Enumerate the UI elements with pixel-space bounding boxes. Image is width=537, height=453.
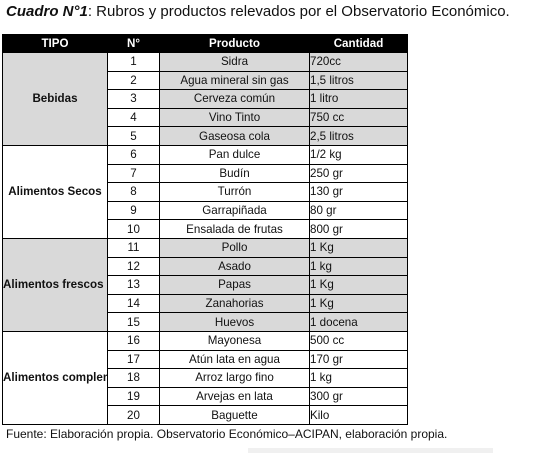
product-quantity: 1 Kg [309,237,408,258]
row-number: 3 [107,89,160,109]
row-number: 11 [107,237,160,258]
group-label: Alimentos frescos para la cena [2,237,108,332]
product-quantity: 130 gr [309,182,408,202]
product-name: Gaseosa cola [159,126,310,146]
product-name: Turrón [159,182,310,202]
row-number: 14 [107,293,160,314]
caption-text: : Rubros y productos relevados por el Ob… [87,3,510,20]
table-row: 7 Budín 250 gr [3,163,408,184]
product-name: Arvejas en lata [159,386,310,407]
product-quantity: 800 gr [309,219,408,239]
product-name: Garrapiñada [159,200,310,221]
row-number: 8 [107,182,160,202]
table-row: 12 Asado 1 kg [3,256,408,277]
table-row: Alimentos complementarios de la cena16Ma… [2,330,408,425]
table-row: 17 Atún lata en agua 170 gr [3,349,408,370]
product-quantity: 750 cc [309,107,408,128]
table-row: 15 Huevos 1 docena [3,312,408,332]
row-number: 4 [107,107,160,128]
group-label: Alimentos Secos [2,144,108,239]
table-row: Bebidas 1 Sidra 720cc [2,52,408,146]
product-quantity: 720cc [309,52,408,72]
row-number: 5 [107,126,160,146]
header-cantidad: Cantidad [309,34,408,53]
product-quantity: 1 litro [309,89,408,109]
product-quantity: 1/2 kg [309,144,408,165]
product-quantity: 1 Kg [309,293,408,314]
product-name: Ensalada de frutas [159,219,310,239]
product-quantity: 170 gr [309,349,408,370]
product-quantity: 1 docena [309,312,408,332]
row-number: 6 [107,144,160,165]
product-quantity: 1 Kg [309,275,408,295]
product-quantity: 250 gr [309,163,408,184]
product-name: Budín [159,163,310,184]
product-name: Arroz largo fino [159,368,310,388]
table-row: 20 Baguette Kilo [3,405,408,425]
table-header-row: TIPO N° Producto Cantidad [2,34,408,53]
table-row: 3 Cerveza común 1 litro [3,89,408,109]
caption-lead: Cuadro N°1 [6,3,88,20]
footer-strip [248,448,493,453]
source-footnote: Fuente: Elaboración propia. Observatorio… [6,427,448,441]
row-number: 1 [107,52,160,72]
table-body: Bebidas 1 Sidra 720cc 2 Agua mineral sin gas 1… [2,52,408,425]
table-row: Alimentos Secos 6 Pan dulce 1/2 kg [2,144,408,239]
row-number: 7 [107,163,160,184]
table-row: 19 Arvejas en lata 300 gr [3,386,408,407]
product-name: Baguette [159,405,310,425]
group-label: Alimentos complementarios de la cena [2,330,108,425]
product-quantity: 80 gr [309,200,408,221]
product-quantity: 2,5 litros [309,126,408,146]
product-name: Huevos [159,312,310,332]
product-name: Mayonesa [159,330,310,351]
row-number: 18 [107,368,160,388]
table-row: 10 Ensalada de frutas 800 gr [3,219,408,239]
products-table: TIPO N° Producto Cantidad Bebidas 1 Sidra 7… [2,34,408,425]
table-row: 5 Gaseosa cola 2,5 litros [3,126,408,146]
product-name: Agua mineral sin gas [159,70,310,91]
header-producto: Producto [159,34,310,53]
row-number: 2 [107,70,160,91]
row-number: 9 [107,200,160,221]
product-name: Zanahorias [159,293,310,314]
product-quantity: 500 cc [309,330,408,351]
product-name: Atún lata en agua [159,349,310,370]
table-row: Alimentos frescos para la cena11Pollo1 K… [2,237,408,332]
product-quantity: 1 kg [309,256,408,277]
header-number: N° [107,34,160,53]
product-name: Pan dulce [159,144,310,165]
product-quantity: 1,5 litros [309,70,408,91]
table-row: 18 Arroz largo fino 1 kg [3,368,408,388]
row-number: 16 [107,330,160,351]
product-quantity: 300 gr [309,386,408,407]
group-label: Bebidas [2,52,108,146]
product-name: Papas [159,275,310,295]
table-row: 14 Zanahorias 1 Kg [3,293,408,314]
product-name: Asado [159,256,310,277]
row-number: 15 [107,312,160,332]
product-name: Pollo [159,237,310,258]
row-number: 17 [107,349,160,370]
row-number: 19 [107,386,160,407]
table-caption: Cuadro N°1: Rubros y productos relevados… [6,2,534,22]
product-quantity: Kilo [309,405,408,425]
header-tipo: TIPO [2,34,108,53]
row-number: 10 [107,219,160,239]
product-name: Vino Tinto [159,107,310,128]
row-number: 12 [107,256,160,277]
row-number: 20 [107,405,160,425]
product-name: Cerveza común [159,89,310,109]
row-number: 13 [107,275,160,295]
product-name: Sidra [159,52,310,72]
table-row: 13 Papas 1 Kg [3,275,408,295]
product-quantity: 1 kg [309,368,408,388]
table-row: 9 Garrapiñada 80 gr [3,200,408,221]
